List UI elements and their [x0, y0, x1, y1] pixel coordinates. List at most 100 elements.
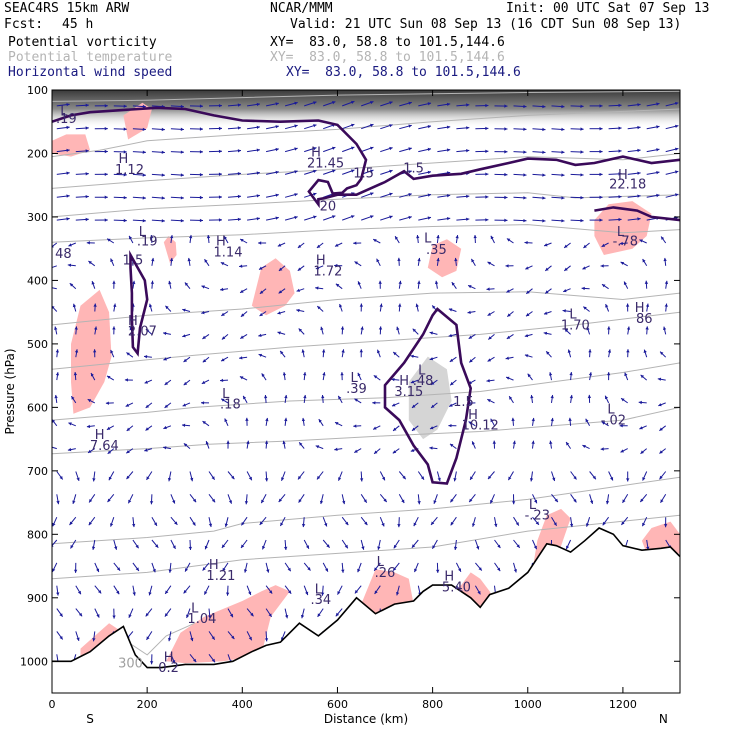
wind-vector	[532, 173, 546, 177]
wind-vector	[189, 653, 197, 663]
wind-vector	[132, 196, 146, 200]
wind-vector	[301, 517, 306, 528]
wind-vector	[143, 355, 152, 359]
wind-vector	[54, 394, 58, 403]
wind-vector	[392, 351, 400, 358]
wind-vector	[301, 417, 306, 426]
wind-vector	[607, 326, 611, 335]
wind-vector	[448, 402, 457, 407]
wind-vector	[189, 127, 204, 131]
wind-vector	[298, 441, 305, 449]
wind-vector	[132, 280, 136, 289]
y-tick-label: 400	[27, 274, 48, 287]
annotation-value: 1.5	[123, 254, 144, 269]
wind-vector	[487, 261, 495, 267]
wind-vector	[361, 123, 374, 130]
pv-shaded-region	[163, 236, 177, 264]
wind-vector	[52, 419, 58, 427]
wind-vector	[475, 218, 489, 222]
wind-vector	[525, 311, 533, 317]
wind-vector	[512, 440, 516, 449]
wind-vector	[55, 372, 60, 381]
wind-vector	[492, 440, 496, 449]
wind-vector	[456, 103, 470, 107]
annotation-low: L	[139, 225, 147, 240]
annotation-high: H	[128, 314, 138, 329]
wind-vector	[264, 471, 269, 482]
wind-vector	[259, 516, 267, 526]
wind-vector	[164, 585, 172, 595]
wind-vector	[379, 493, 388, 503]
wind-vector	[298, 328, 305, 335]
wind-vector	[341, 562, 345, 573]
wind-vector	[227, 149, 242, 153]
wind-vector	[524, 354, 533, 358]
wind-vector	[208, 631, 216, 640]
wind-vector	[449, 443, 457, 450]
wind-vector	[531, 440, 535, 449]
y-tick-label: 300	[27, 211, 48, 224]
wind-vector	[489, 494, 495, 504]
wind-vector	[277, 311, 286, 315]
wind-vector	[469, 471, 476, 481]
wind-vector	[335, 608, 343, 617]
annotation-value: 1.21	[206, 569, 235, 584]
annotation-value: 1.5	[353, 167, 374, 182]
wind-vector	[570, 196, 584, 200]
x-tick-label: 400	[232, 698, 253, 711]
wind-vector	[570, 471, 577, 480]
wind-vector	[658, 402, 666, 407]
field-xy-theta: XY= 83.0, 58.8 to 101.5,144.6	[270, 50, 505, 65]
wind-vector	[532, 494, 538, 504]
wind-vector	[641, 516, 648, 527]
wind-vector	[339, 303, 343, 312]
wind-vector	[563, 242, 571, 249]
wind-vector	[264, 631, 269, 642]
annotation-value: 22.18	[609, 177, 646, 192]
wind-vector	[240, 516, 248, 526]
wind-vector	[108, 471, 115, 481]
wind-vector	[151, 173, 165, 177]
x-tick-label: 1200	[609, 698, 637, 711]
wind-vector	[583, 242, 590, 249]
wind-vector	[91, 280, 96, 289]
isentrope-355	[52, 108, 680, 158]
wind-vector	[639, 493, 648, 503]
wind-vector	[246, 471, 253, 481]
wind-vector	[125, 402, 134, 407]
annotation-value: 86	[636, 312, 653, 327]
wind-vector	[126, 352, 134, 358]
wind-vector	[570, 173, 584, 177]
wind-vector	[642, 471, 648, 481]
wind-vector	[68, 242, 76, 247]
wind-vector	[105, 401, 114, 405]
wind-vector	[524, 333, 533, 338]
wind-vector	[94, 218, 108, 222]
wind-vector	[532, 104, 546, 109]
wind-vector	[399, 193, 412, 198]
wind-vector	[601, 283, 609, 290]
wind-vector	[569, 394, 573, 403]
annotation-low: L	[418, 363, 426, 378]
wind-vector	[277, 242, 286, 247]
wind-vector	[258, 353, 267, 358]
wind-vector	[188, 539, 192, 551]
wind-vector	[589, 149, 603, 154]
wind-vector	[380, 146, 393, 153]
wind-vector	[665, 147, 679, 153]
wind-vector	[170, 539, 176, 550]
wind-vector	[322, 539, 330, 549]
wind-vector	[396, 326, 400, 335]
wind-vector	[449, 379, 457, 386]
wind-vector	[301, 349, 305, 358]
wind-vector	[265, 125, 279, 130]
y-tick-label: 200	[27, 147, 48, 160]
annotation-value: 1.5	[403, 162, 424, 177]
wind-vector	[373, 448, 381, 455]
wind-vector	[431, 539, 438, 549]
annotation-low: L	[222, 387, 230, 402]
terrain-line	[52, 527, 680, 669]
wind-vector	[665, 124, 679, 130]
wind-vector	[562, 309, 571, 313]
x-tick-label: 800	[422, 698, 443, 711]
